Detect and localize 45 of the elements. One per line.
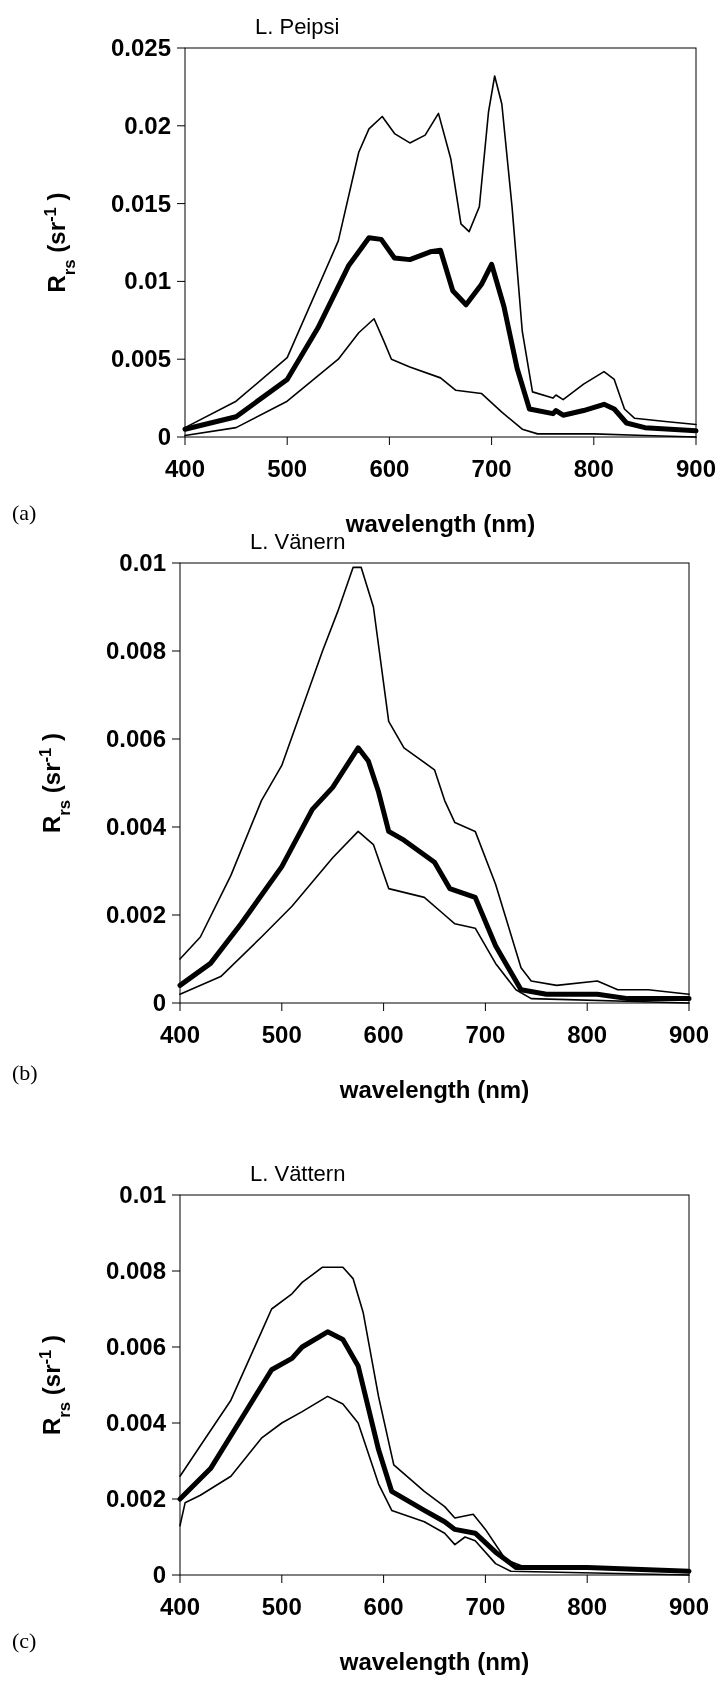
x-tick-label: 500	[267, 455, 308, 482]
x-tick-label: 600	[363, 1021, 404, 1048]
y-tick-label: 0.015	[110, 189, 171, 217]
x-tick-label: 700	[471, 455, 512, 482]
y-tick-label: 0.002	[105, 1485, 166, 1512]
x-tick-label: 700	[465, 1021, 506, 1048]
y-tick-label: 0.004	[105, 813, 167, 840]
x-tick-label: 600	[369, 455, 410, 482]
chart-title: L. Peipsi	[255, 14, 340, 39]
y-tick-label: 0.01	[119, 549, 166, 576]
y-tick-label: 0	[157, 423, 171, 450]
y-tick-label: 0	[152, 1561, 166, 1588]
text: (a)	[12, 500, 37, 525]
y-tick-label: 0.004	[105, 1409, 167, 1436]
y-tick-label: 0.006	[105, 1333, 166, 1360]
y-tick-label: 0.005	[110, 345, 171, 373]
x-tick-label: 800	[573, 455, 614, 482]
x-tick-label: 500	[261, 1021, 302, 1048]
x-tick-label: 900	[668, 1021, 710, 1048]
y-tick-label: 0.01	[119, 1181, 166, 1208]
y-tick-label: 0	[152, 989, 166, 1016]
y-tick-label: 0.006	[105, 725, 166, 752]
y-tick-label: 0.025	[110, 34, 171, 61]
chart-title: L. Vättern	[250, 1161, 346, 1186]
x-tick-label: 700	[465, 1593, 506, 1620]
x-tick-label: 800	[567, 1593, 608, 1620]
text: (c)	[12, 1628, 37, 1653]
x-tick-label: 600	[363, 1593, 404, 1620]
chart-title: L. Vänern	[250, 529, 346, 554]
x-tick-label: 400	[164, 455, 206, 482]
x-tick-label: 500	[261, 1593, 302, 1620]
x-tick-label: 400	[159, 1021, 201, 1048]
y-tick-label: 0.008	[105, 637, 166, 664]
x-axis-title: wavelength (nm)	[344, 510, 536, 537]
x-tick-label: 800	[567, 1021, 608, 1048]
y-tick-label: 0.002	[105, 901, 166, 928]
y-tick-label: 0.01	[124, 267, 171, 295]
text: (b)	[12, 1060, 38, 1085]
x-tick-label: 900	[675, 455, 717, 482]
y-tick-label: 0.008	[105, 1257, 166, 1284]
x-axis-title: wavelength (nm)	[338, 1648, 530, 1675]
y-tick-label: 0.02	[124, 111, 171, 139]
x-axis-title: wavelength (nm)	[338, 1076, 530, 1103]
x-tick-label: 400	[159, 1593, 201, 1620]
x-tick-label: 900	[668, 1593, 710, 1620]
